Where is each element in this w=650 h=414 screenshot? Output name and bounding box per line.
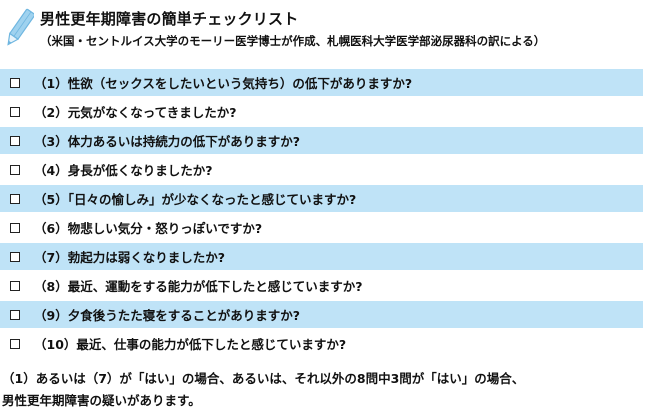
checklist-item-7[interactable]: （7）勃起力は弱くなりましたか? (0, 243, 643, 270)
checklist-item-label: （4）身長が低くなりましたか? (34, 163, 213, 178)
checklist-item-label: （10）最近、仕事の能力が低下したと感じていますか? (34, 337, 347, 352)
checklist-item-9[interactable]: （9）夕食後うたた寝をすることがありますか? (0, 301, 643, 328)
checkbox[interactable] (10, 106, 20, 117)
checkbox[interactable] (10, 222, 20, 233)
checkbox[interactable] (10, 77, 20, 88)
checklist-item-5[interactable]: （5）「日々の愉しみ」が少なくなったと感じていますか? (0, 185, 643, 212)
checklist-item-label: （1）性欲（セックスをしたいという気持ち）の低下がありますか? (34, 76, 413, 91)
checklist-item-10[interactable]: （10）最近、仕事の能力が低下したと感じていますか? (0, 330, 643, 357)
checklist-item-2[interactable]: （2）元気がなくなってきましたか? (0, 98, 643, 125)
checkbox[interactable] (10, 164, 20, 175)
checklist-item-label: （9）夕食後うたた寝をすることがありますか? (34, 308, 300, 323)
page-subtitle: （米国・セントルイス大学のモーリー医学博士が作成、札幌医科大学医学部泌尿器科の訳… (40, 34, 546, 48)
footer-line-1: （1）あるいは（7）が「はい」の場合、あるいは、それ以外の8問中3問が「はい」の… (2, 371, 525, 386)
checkbox[interactable] (10, 193, 20, 204)
checklist-item-1[interactable]: （1）性欲（セックスをしたいという気持ち）の低下がありますか? (0, 69, 643, 96)
checklist-item-4[interactable]: （4）身長が低くなりましたか? (0, 156, 643, 183)
page-title: 男性更年期障害の簡単チェックリスト (40, 10, 299, 28)
footer-note: （1）あるいは（7）が「はい」の場合、あるいは、それ以外の8問中3問が「はい」の… (2, 368, 524, 412)
header: 男性更年期障害の簡単チェックリスト （米国・セントルイス大学のモーリー医学博士が… (0, 0, 650, 62)
checklist-item-6[interactable]: （6）物悲しい気分・怒りっぽいですか? (0, 214, 643, 241)
checklist: （1）性欲（セックスをしたいという気持ち）の低下がありますか? （2）元気がなく… (0, 69, 643, 359)
footer-line-2: 男性更年期障害の疑いがあります。 (2, 393, 201, 408)
checklist-item-label: （2）元気がなくなってきましたか? (34, 105, 237, 120)
checklist-item-label: （7）勃起力は弱くなりましたか? (34, 250, 225, 265)
checklist-item-label: （3）体力あるいは持続力の低下がありますか? (34, 134, 300, 149)
pencil-icon (7, 8, 34, 46)
checkbox[interactable] (10, 251, 20, 262)
checkbox[interactable] (10, 135, 20, 146)
checklist-item-label: （5）「日々の愉しみ」が少なくなったと感じていますか? (34, 192, 357, 207)
checkbox[interactable] (10, 280, 20, 291)
checklist-item-label: （8）最近、運動をする能力が低下したと感じていますか? (34, 279, 363, 294)
checklist-item-8[interactable]: （8）最近、運動をする能力が低下したと感じていますか? (0, 272, 643, 299)
checklist-item-label: （6）物悲しい気分・怒りっぽいですか? (34, 221, 263, 236)
checklist-item-3[interactable]: （3）体力あるいは持続力の低下がありますか? (0, 127, 643, 154)
checkbox[interactable] (10, 338, 20, 349)
checkbox[interactable] (10, 309, 20, 320)
